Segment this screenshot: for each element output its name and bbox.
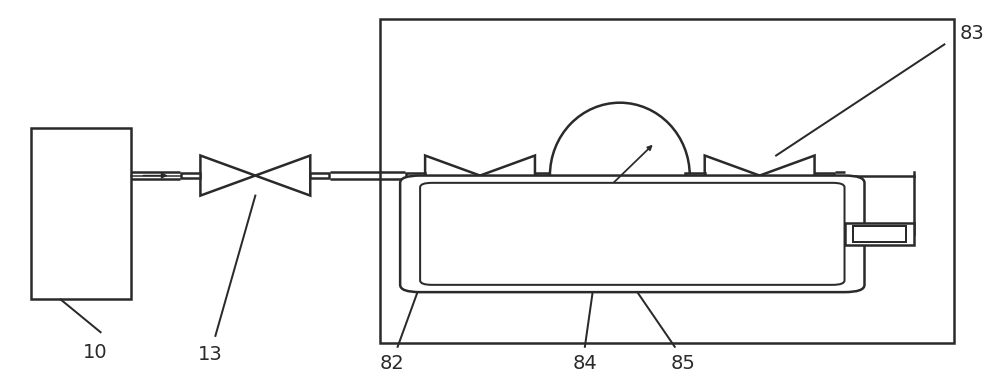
Polygon shape xyxy=(480,156,535,196)
Bar xyxy=(380,19,954,343)
Polygon shape xyxy=(760,156,815,196)
Text: 10: 10 xyxy=(83,343,108,362)
FancyBboxPatch shape xyxy=(420,183,845,285)
Text: 13: 13 xyxy=(198,345,223,364)
Bar xyxy=(310,173,329,178)
Bar xyxy=(181,173,200,178)
Polygon shape xyxy=(705,156,760,196)
Text: 82: 82 xyxy=(380,354,405,373)
Bar xyxy=(31,128,131,299)
Bar xyxy=(535,173,554,178)
Bar xyxy=(845,223,914,245)
Text: 85: 85 xyxy=(671,354,696,373)
Bar xyxy=(406,173,425,178)
Polygon shape xyxy=(425,156,480,196)
Ellipse shape xyxy=(550,103,690,249)
Text: 83: 83 xyxy=(959,24,984,43)
Bar xyxy=(853,226,906,242)
Polygon shape xyxy=(255,156,310,196)
Bar xyxy=(685,173,705,178)
Text: 84: 84 xyxy=(573,354,597,373)
Polygon shape xyxy=(200,156,255,196)
Bar xyxy=(815,173,834,178)
FancyBboxPatch shape xyxy=(400,176,864,292)
